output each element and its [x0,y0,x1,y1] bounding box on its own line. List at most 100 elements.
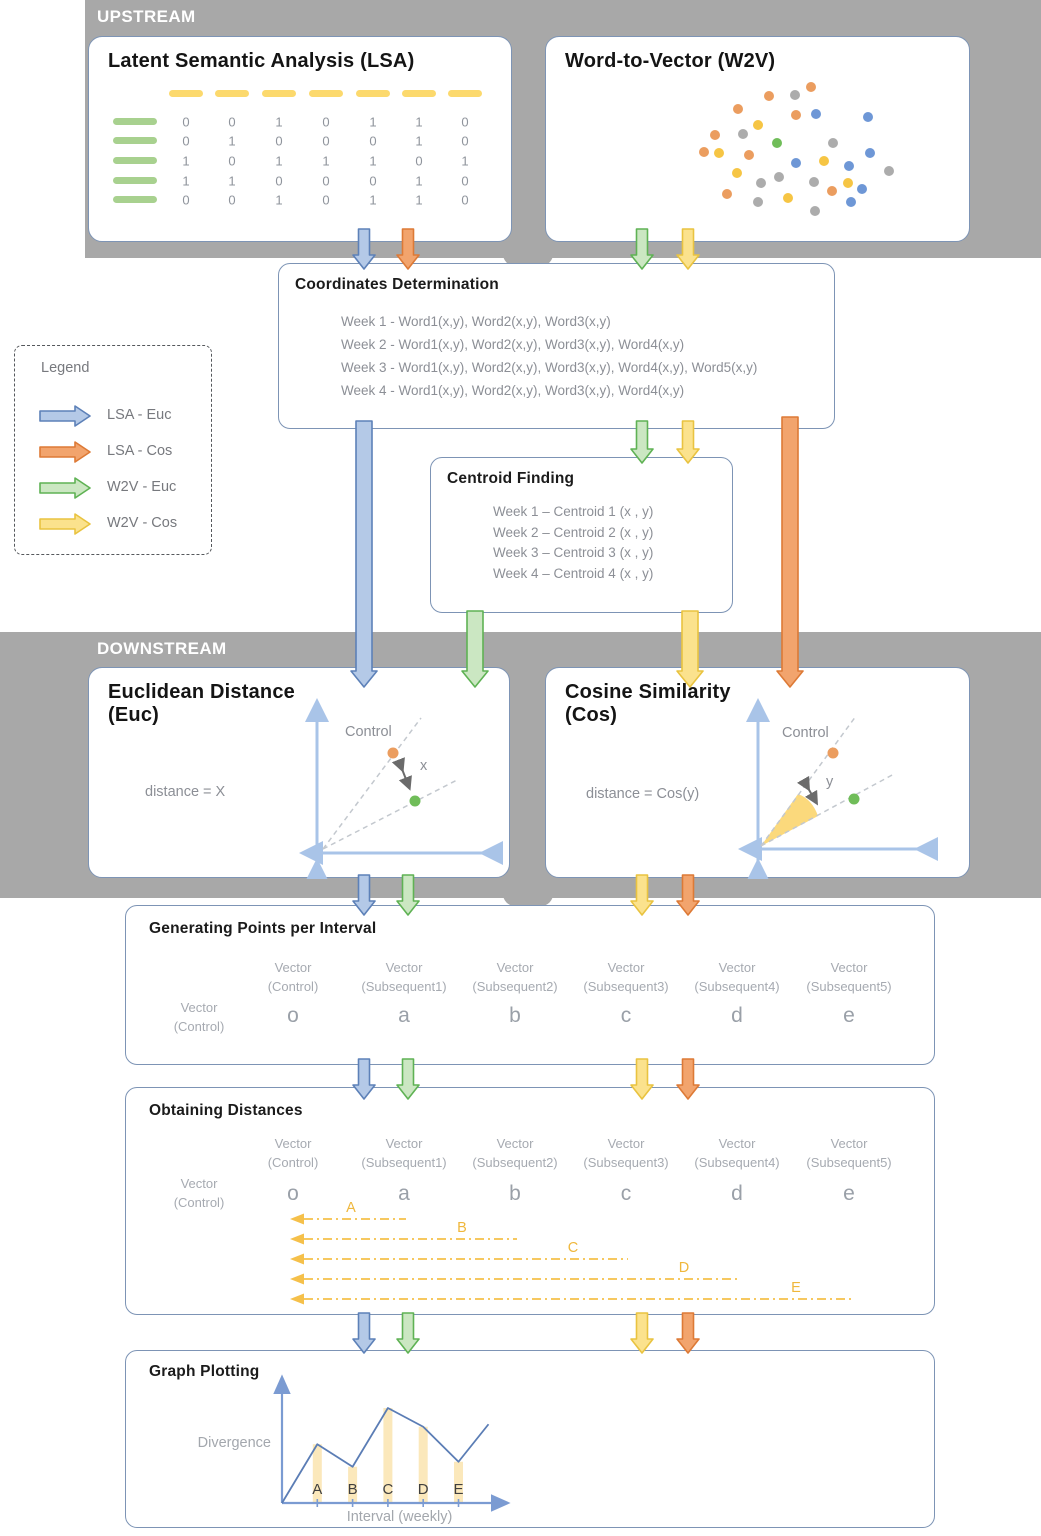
embedding-dot-orange [733,104,743,114]
flow-arrow-orange [676,1058,700,1105]
w2v-title: Word-to-Vector (W2V) [565,50,776,72]
embedding-dot-orange [699,147,709,157]
flow-arrow-yellow [630,1312,654,1359]
matrix-cell: 1 [228,133,236,149]
embedding-dot-blue [846,197,856,207]
euclidean-title: Euclidean Distance (Euc) [108,681,295,727]
embedding-dot-yellow [783,193,793,203]
interval-value: b [509,1182,521,1205]
matrix-column-dash [356,90,390,97]
matrix-column-dash [262,90,296,97]
coordinates-week-line: Week 4 - Word1(x,y), Word2(x,y), Word3(x… [341,383,685,398]
angle-wedge [761,794,818,846]
lsa-title: Latent Semantic Analysis (LSA) [108,50,415,72]
matrix-cell: 1 [182,173,190,189]
matrix-row-dash [113,137,157,144]
x-tick-label: B [348,1481,358,1498]
generating-title: Generating Points per Interval [149,920,377,937]
column-header: Vector (Subsequent5) [806,1136,892,1170]
matrix-column-dash [402,90,436,97]
flow-arrow-blue [350,420,378,693]
flow-arrow-yellow [630,874,654,921]
matrix-cell: 0 [182,114,190,130]
x-tick-label: C [382,1481,393,1498]
centroid-week-line: Week 4 – Centroid 4 (x , y) [493,565,654,581]
x-distance-label: x [420,758,428,774]
embedding-dot-orange [827,186,837,196]
matrix-cell: 1 [182,153,190,169]
embedding-dot-gray [810,206,820,216]
embedding-dot-blue [844,161,854,171]
graph-plotting-panel: Graph Plotting A B C D E Divergence Interval… [125,1350,935,1528]
row-header: Vector (Control) [173,1000,225,1034]
flow-arrow-green [630,228,654,275]
matrix-cell: 1 [461,153,469,169]
embedding-dot-orange [722,189,732,199]
distance-label: B [457,1220,467,1236]
embedding-dot-blue [811,109,821,119]
x-axis-label: Interval (weekly) [346,1509,453,1525]
matrix-cell: 1 [415,114,423,130]
embedding-dot-gray [828,138,838,148]
flow-arrow-green [630,420,654,469]
legend-arrow-orange [39,441,91,468]
embedding-dot-gray [809,177,819,187]
matrix-column-dash [169,90,203,97]
distance-label: D [679,1260,689,1276]
highlight-band [418,1426,428,1503]
embedding-dot-yellow [843,178,853,188]
arrowhead-left-icon [290,1253,304,1265]
matrix-column-dash [215,90,249,97]
centroid-title: Centroid Finding [447,470,575,487]
legend-panel: Legend LSA - Euc LSA - Cos W2V - Euc W2V… [14,345,212,555]
matrix-row-dash [113,177,157,184]
centroid-week-line: Week 2 – Centroid 2 (x , y) [493,524,654,540]
embedding-dot-orange [744,150,754,160]
matrix-cell: 1 [322,153,330,169]
y-angle-label: y [826,774,834,790]
flow-arrow-yellow [676,610,704,693]
embedding-dot-yellow [753,120,763,130]
control-point-dot [387,747,399,759]
distance-label: E [791,1280,801,1296]
matrix-cell: 0 [275,173,283,189]
coordinates-title: Coordinates Determination [295,276,499,293]
column-header: Vector (Subsequent4) [694,960,780,994]
row-header: Vector (Control) [173,1176,225,1210]
flow-arrow-green [396,1058,420,1105]
arrowhead-left-icon [290,1213,304,1225]
legend-arrow-yellow [39,513,91,540]
interval-value: o [287,1004,299,1027]
matrix-row-dash [113,196,157,203]
interval-value: a [398,1182,410,1205]
interval-value: c [620,1004,632,1027]
matrix-cell: 0 [369,173,377,189]
matrix-cell: 0 [275,133,283,149]
legend-item-label: LSA - Cos [107,443,173,459]
column-header: Vector (Subsequent3) [583,1136,669,1170]
lsa-panel: Latent Semantic Analysis (LSA) 0 0 1 0 1 1 0 0 1… [88,36,512,242]
legend-arrow-green [39,477,91,504]
matrix-cell: 0 [461,133,469,149]
obtaining-distances-panel: Obtaining Distances Vector (Control) Vecto… [125,1087,935,1315]
legend-title: Legend [41,360,90,376]
matrix-cell: 0 [461,173,469,189]
matrix-cell: 0 [322,173,330,189]
interval-value: d [731,1004,743,1027]
highlight-band [312,1444,322,1503]
coordinates-determination-panel: Coordinates Determination Week 1 - Word1… [278,263,835,429]
interval-value: a [398,1004,410,1027]
flow-arrow-green [461,610,489,693]
matrix-cell: 0 [415,153,423,169]
interval-value: e [843,1182,855,1205]
column-header: Vector (Control) [267,960,319,994]
embedding-dot-orange [791,110,801,120]
column-header: Vector (Subsequent2) [472,1136,558,1170]
column-header: Vector (Subsequent3) [583,960,669,994]
interval-value: o [287,1182,299,1205]
embedding-dot-blue [791,158,801,168]
w2v-panel: Word-to-Vector (W2V) [545,36,970,242]
x-tick-label: A [312,1481,322,1498]
coordinates-week-lines: Week 1 - Word1(x,y), Word2(x,y), Word3(x… [341,310,757,402]
